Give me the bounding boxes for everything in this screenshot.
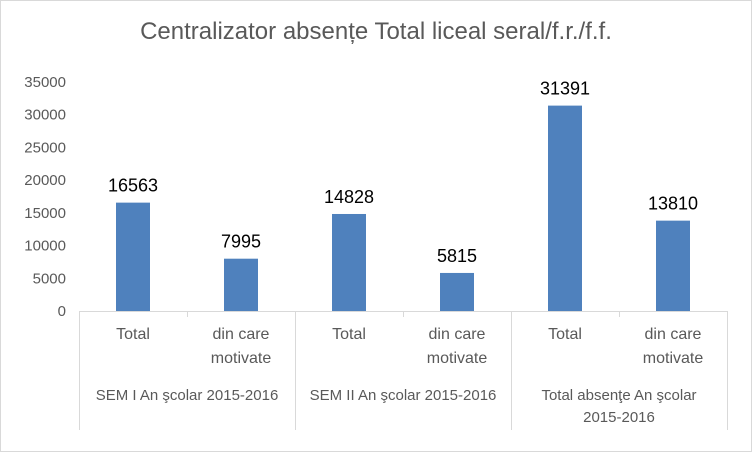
y-tick-label: 20000 — [24, 172, 66, 189]
axis-layer: 0 5000 10000 15000 20000 25000 30000 35000 — [24, 74, 728, 430]
data-label: 16563 — [108, 176, 158, 196]
bar — [440, 272, 474, 311]
bar — [548, 105, 582, 311]
x-category-label: motivate — [427, 350, 488, 367]
data-label: 13810 — [648, 194, 698, 214]
chart-title: Centralizator absențe Total liceal seral… — [140, 18, 612, 45]
y-tick-label: 10000 — [24, 238, 66, 255]
x-category-label: din care — [645, 326, 702, 343]
x-group-label: 2015-2016 — [583, 409, 655, 426]
y-tick-label: 5000 — [33, 270, 66, 287]
bar — [656, 220, 690, 311]
y-tick-label: 15000 — [24, 205, 66, 222]
x-category-label: Total — [332, 326, 366, 343]
data-label: 31391 — [540, 79, 590, 99]
x-category-label: din care — [213, 326, 270, 343]
x-category-label: motivate — [643, 350, 704, 367]
x-category-label: Total — [548, 326, 582, 343]
y-tick-label: 25000 — [24, 139, 66, 156]
data-label: 7995 — [221, 232, 261, 252]
x-group-label: Total absenţe An şcolar — [541, 387, 696, 404]
data-label: 5815 — [437, 246, 477, 266]
bar — [116, 202, 150, 311]
label-layer: 16563 7995 14828 5815 31391 13810 Total din car… — [96, 79, 704, 426]
x-group-label: SEM I An şcolar 2015-2016 — [96, 387, 279, 404]
x-category-label: motivate — [211, 350, 272, 367]
bar-layer — [116, 105, 690, 311]
data-label: 14828 — [324, 187, 374, 207]
x-group-label: SEM II An şcolar 2015-2016 — [310, 387, 497, 404]
y-tick-label: 30000 — [24, 107, 66, 124]
y-tick-label: 0 — [58, 303, 66, 320]
y-tick-label: 35000 — [24, 74, 66, 91]
bar — [224, 258, 258, 311]
bar — [332, 213, 366, 311]
x-category-label: Total — [116, 326, 150, 343]
x-category-label: din care — [429, 326, 486, 343]
